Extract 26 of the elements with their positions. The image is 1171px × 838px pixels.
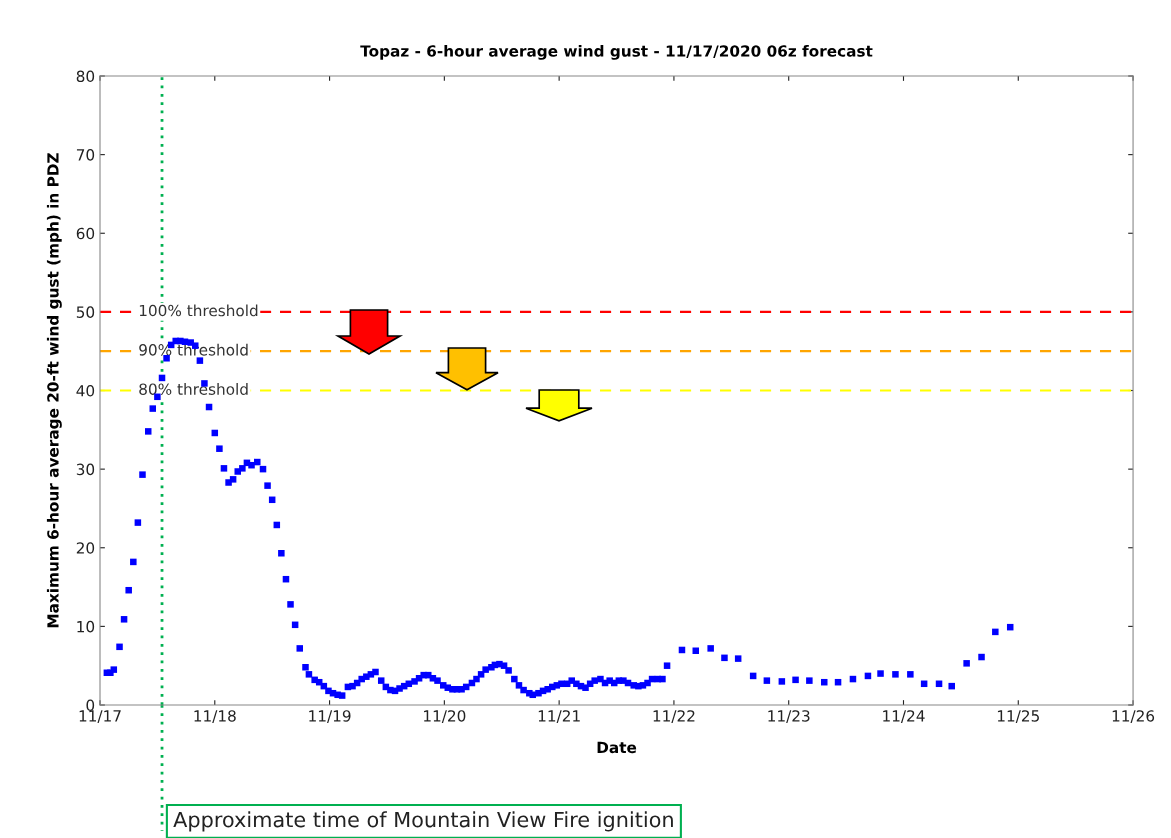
x-tick-label: 11/18 — [194, 710, 236, 723]
y-tick-label: 70 — [76, 149, 95, 161]
y-tick-label: 80 — [76, 70, 95, 83]
y-axis-title: Maximum 6-hour average 20-ft wind gust (mph) in PDZ — [46, 153, 62, 628]
x-tick-label: 11/22 — [653, 710, 695, 723]
x-tick-label: 11/25 — [997, 710, 1039, 723]
x-tick-label: 11/17 — [79, 710, 121, 723]
y-tick-label: 10 — [77, 620, 95, 633]
y-tick-label: 20 — [76, 542, 95, 554]
ref-line-label: 100% threshold — [139, 304, 258, 317]
x-tick-label: 11/26 — [1112, 710, 1155, 723]
x-tick-label: 11/24 — [883, 710, 925, 723]
x-tick-label: 11/23 — [768, 710, 810, 723]
y-tick-label: 30 — [76, 463, 95, 476]
ref-line-label: Approximate time of Mountain View Fire ignition — [173, 811, 673, 832]
x-axis-title: Date — [597, 741, 637, 754]
chart-title: Topaz - 6-hour average wind gust - 11/17/2020 06z forecast — [360, 44, 873, 60]
y-tick-label: 40 — [76, 384, 95, 397]
y-tick-label: 0 — [86, 699, 95, 712]
y-tick-label: 60 — [76, 227, 95, 240]
ref-line-label: 80% threshold — [139, 383, 248, 395]
x-tick-label: 11/20 — [424, 710, 466, 723]
x-tick-label: 11/19 — [309, 710, 351, 723]
x-tick-label: 11/21 — [538, 710, 580, 723]
y-tick-label: 50 — [76, 306, 95, 318]
ref-line-label: 90% threshold — [139, 343, 248, 356]
